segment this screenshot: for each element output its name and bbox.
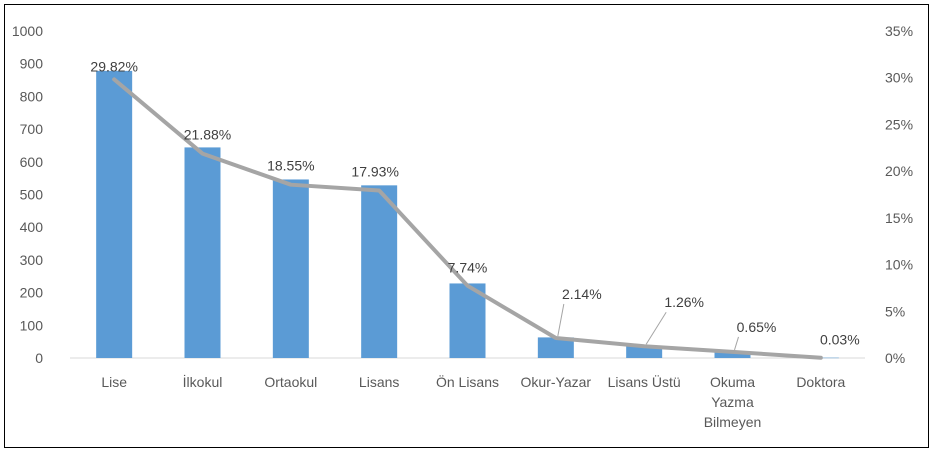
data-label: 0.65%	[737, 319, 777, 335]
category-label-line: Ön Lisans	[436, 373, 499, 390]
left-tick-label: 0	[35, 350, 43, 366]
left-tick-label: 200	[20, 285, 44, 301]
category-label-line: Ortaokul	[264, 374, 317, 390]
leader-line	[557, 303, 565, 337]
category-label-line: Lisans Üstü	[608, 373, 681, 390]
left-tick-label: 700	[20, 121, 44, 137]
category-label-line: Yazma	[711, 394, 754, 410]
left-axis: 0 100 200 300 400 500 600 700 800 900 1000	[12, 23, 43, 366]
bar	[537, 337, 574, 358]
data-label: 21.88%	[184, 127, 231, 143]
leader-lines	[557, 303, 739, 351]
category-label-line: Lisans	[359, 374, 399, 390]
right-tick-label: 0%	[885, 350, 905, 366]
bar	[184, 147, 221, 358]
right-axis: 0% 5% 10% 15% 20% 25% 30% 35%	[885, 23, 913, 366]
left-tick-label: 900	[20, 56, 44, 72]
category-label: Lise	[101, 374, 127, 390]
right-tick-label: 15%	[885, 210, 913, 226]
category-label-line: Okur-Yazar	[521, 374, 592, 390]
category-label: Okur-Yazar	[521, 374, 592, 390]
category-label: Doktora	[796, 374, 845, 390]
left-tick-label: 600	[20, 154, 44, 170]
category-label-line: Doktora	[796, 374, 845, 390]
left-tick-label: 300	[20, 252, 44, 268]
category-label-line: Lise	[101, 374, 127, 390]
bar	[96, 70, 133, 359]
line-series	[112, 77, 823, 360]
left-tick-label: 400	[20, 219, 44, 235]
category-label: Lisans Üstü	[608, 373, 681, 390]
right-tick-label: 30%	[885, 70, 913, 86]
right-tick-label: 20%	[885, 163, 913, 179]
x-axis: Lise İlkokul Ortaokul Lisans Ön Lisans Okur-Y…	[101, 373, 845, 430]
bar	[272, 179, 309, 358]
leader-line	[645, 311, 667, 345]
data-label: 0.03%	[820, 332, 860, 348]
data-label: 17.93%	[351, 163, 398, 179]
right-tick-label: 5%	[885, 303, 905, 319]
combo-chart: 0 100 200 300 400 500 600 700 800 900 1000 0% 5% 10%…	[12, 23, 913, 430]
data-label: 2.14%	[562, 286, 602, 302]
category-label: Ortaokul	[264, 374, 317, 390]
bar	[361, 185, 398, 358]
series-line	[112, 77, 823, 360]
chart-frame: 0 100 200 300 400 500 600 700 800 900 1000 0% 5% 10%…	[4, 4, 929, 448]
left-tick-label: 1000	[12, 23, 43, 39]
left-tick-label: 800	[20, 88, 44, 104]
bar-series	[96, 70, 839, 359]
right-tick-label: 35%	[885, 23, 913, 39]
bar	[449, 283, 486, 358]
category-label: Lisans	[359, 374, 399, 390]
right-tick-label: 10%	[885, 257, 913, 273]
category-label-line: Okuma	[710, 374, 755, 390]
category-label-line: Bilmeyen	[704, 414, 762, 430]
category-label: Ön Lisans	[436, 373, 499, 390]
category-label: İlkokul	[183, 373, 223, 390]
data-labels: 29.82% 21.88% 18.55% 17.93% 7.74% 2.14% 1.26% 0…	[90, 58, 859, 347]
data-label: 29.82%	[90, 58, 137, 74]
bar	[626, 345, 663, 358]
left-tick-label: 100	[20, 317, 44, 333]
left-tick-label: 500	[20, 187, 44, 203]
data-label: 18.55%	[267, 158, 314, 174]
data-label: 7.74%	[448, 260, 488, 276]
category-label-line: İlkokul	[183, 373, 223, 390]
data-label: 1.26%	[664, 294, 704, 310]
bar	[714, 351, 751, 358]
leader-line	[734, 336, 739, 351]
right-tick-label: 25%	[885, 116, 913, 132]
category-label: Okuma Yazma Bilmeyen	[704, 374, 762, 430]
